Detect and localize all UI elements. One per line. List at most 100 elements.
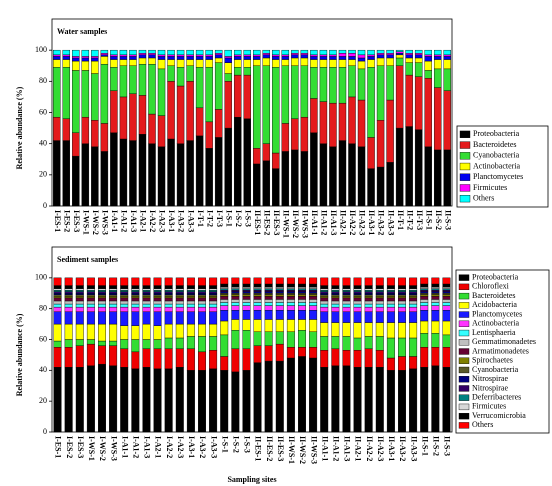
bar-segment <box>205 148 213 207</box>
bar-segment <box>175 288 184 291</box>
bar-segment <box>329 146 337 207</box>
bar-segment <box>364 367 373 433</box>
bar-segment <box>131 294 140 297</box>
bar-segment <box>138 95 147 135</box>
bar-segment <box>253 345 262 363</box>
bar-segment <box>109 291 118 294</box>
bar-segment <box>386 285 395 289</box>
legend-swatch <box>458 283 470 291</box>
bar-segment <box>129 49 137 56</box>
x-tick-label: II-A3-1 <box>367 210 376 235</box>
bar-segment <box>53 303 62 308</box>
bar-segment <box>220 302 229 306</box>
bar-segment <box>164 289 173 292</box>
bar-segment <box>420 296 429 300</box>
bar-segment <box>309 347 318 359</box>
legend-label: Actinobacteria <box>472 319 520 328</box>
bar-segment <box>98 288 106 291</box>
bar-segment <box>310 67 318 99</box>
bar-segment <box>164 323 173 339</box>
bar-segment <box>98 291 106 294</box>
bar-segment <box>348 65 356 98</box>
bar-segment <box>424 60 432 71</box>
bar-segment <box>275 286 284 289</box>
bar-segment <box>138 134 147 207</box>
bar-segment <box>153 368 162 433</box>
bar-segment <box>262 65 271 144</box>
legend-swatch <box>459 184 471 192</box>
bar-segment <box>431 302 440 306</box>
bar-segment <box>275 291 284 294</box>
bar-segment <box>353 291 362 294</box>
bar-segment <box>309 331 318 348</box>
bar-segment <box>242 319 251 331</box>
bar-segment <box>398 285 406 289</box>
bar-segment <box>442 367 451 433</box>
bar-segment <box>72 70 80 133</box>
bar-segment <box>420 299 429 303</box>
bar-segment <box>386 297 395 302</box>
bar-segment <box>86 277 95 286</box>
bar-segment <box>253 362 262 433</box>
bar-segment <box>91 146 99 207</box>
bar-segment <box>405 74 413 127</box>
x-tick-label: I-A2-2 <box>148 210 157 232</box>
bar-segment <box>186 323 195 337</box>
bar-segment <box>186 311 195 325</box>
bar-segment <box>375 285 384 289</box>
bar-segment <box>329 102 337 147</box>
bar-segment <box>442 289 451 292</box>
bar-segment <box>205 67 213 123</box>
bar-segment <box>53 49 61 56</box>
bar-segment <box>275 294 284 297</box>
bar-segment <box>264 296 273 300</box>
x-tick-label: II-S-3 <box>443 436 452 456</box>
bar-segment <box>209 323 218 337</box>
bar-segment <box>142 297 151 302</box>
bar-segment <box>376 120 385 168</box>
bar-segment <box>186 306 195 312</box>
bar-segment <box>75 285 84 289</box>
bar-segment <box>129 59 137 66</box>
bar-segment <box>53 288 62 291</box>
legend-label: Chloroflexi <box>472 282 510 291</box>
bar-segment <box>331 277 340 286</box>
bar-segment <box>300 116 309 152</box>
bar-segment <box>209 285 218 289</box>
bar-segment <box>286 357 295 433</box>
bar-segment <box>175 348 184 368</box>
bar-segment <box>176 59 185 68</box>
x-tick-label: II-A2-1 <box>339 210 348 235</box>
bar-segment <box>109 296 118 299</box>
bar-segment <box>72 155 80 207</box>
bar-segment <box>348 96 356 144</box>
y-tick-label: 100 <box>35 45 47 54</box>
bar-segment <box>298 330 306 348</box>
bar-segment <box>353 322 362 339</box>
bar-segment <box>186 59 194 66</box>
bar-segment <box>142 339 151 349</box>
bar-segment <box>231 299 240 303</box>
bar-segment <box>338 56 347 60</box>
legend-label: Acidobacteria <box>472 300 517 309</box>
bar-segment <box>220 291 229 294</box>
bar-segment <box>81 60 90 71</box>
bar-segment <box>109 293 118 295</box>
bar-segment <box>209 311 218 325</box>
legend-swatch <box>458 366 470 374</box>
bar-segment <box>442 293 451 295</box>
bar-segment <box>300 54 309 59</box>
bar-segment <box>253 305 262 311</box>
bar-segment <box>298 289 306 292</box>
bar-segment <box>81 49 90 57</box>
bar-segment <box>405 57 413 63</box>
x-tick-label: I-A1-1 <box>110 210 119 232</box>
bar-segment <box>176 85 185 144</box>
bar-segment <box>53 54 61 57</box>
bar-segment <box>233 59 242 68</box>
bar-segment <box>100 151 109 207</box>
bar-segment <box>338 140 347 207</box>
bar-segment <box>409 300 418 305</box>
bar-segment <box>442 310 451 322</box>
bar-segment <box>120 293 129 295</box>
